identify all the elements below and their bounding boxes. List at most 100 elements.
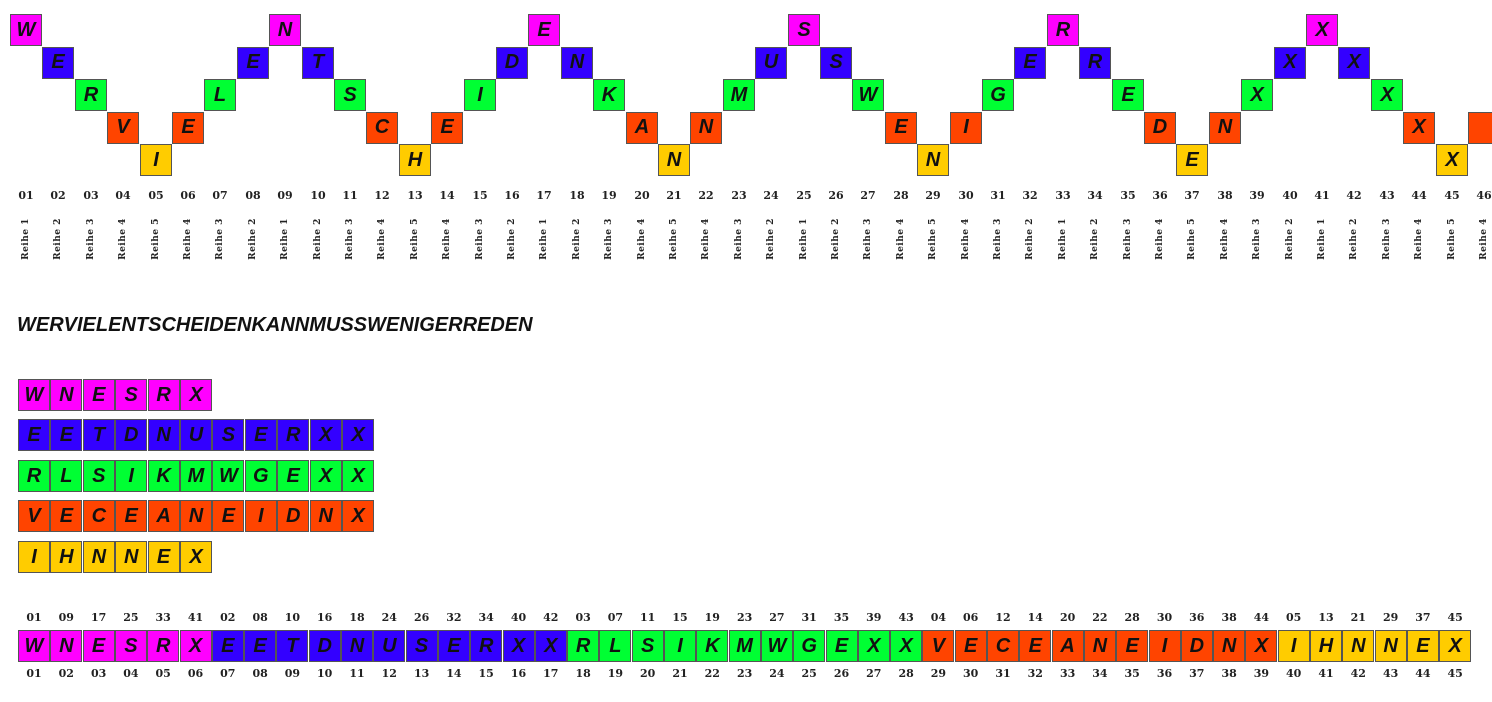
cipher-cell: X	[502, 630, 535, 662]
position-number: 13	[407, 189, 423, 202]
row-label-text: Reihe 5	[151, 218, 161, 260]
position-number: 04	[115, 189, 131, 202]
source-position-number: 36	[1189, 611, 1205, 624]
output-position-number: 08	[252, 667, 268, 680]
zigzag-cell: I	[950, 111, 982, 144]
row-label: Reihe 1	[798, 212, 810, 266]
cipher-cell: E	[244, 630, 277, 662]
zigzag-cell: N	[917, 144, 949, 176]
position-number: 36	[1152, 189, 1168, 202]
source-position-number: 40	[510, 611, 527, 624]
position-number: 03	[83, 189, 99, 202]
rail-cell: R	[147, 379, 180, 411]
output-position-number: 29	[930, 667, 947, 680]
row-label-text: Reihe 1	[280, 218, 290, 260]
row-label: Reihe 4	[1478, 212, 1490, 266]
row-label-text: Reihe 2	[572, 218, 582, 260]
source-position-number: 31	[801, 611, 817, 624]
output-position-number: 44	[1415, 667, 1431, 680]
source-position-number: 16	[317, 611, 333, 624]
source-position-number: 02	[220, 611, 236, 624]
position-number: 43	[1379, 189, 1395, 202]
row-label-text: Reihe 3	[604, 218, 614, 260]
rail-cell: E	[50, 500, 83, 532]
position-number: 11	[342, 189, 358, 202]
cipher-cell: N	[1083, 630, 1116, 662]
source-position-number: 13	[1318, 611, 1334, 624]
position-number: 06	[180, 189, 196, 202]
cipher-cell: K	[696, 630, 729, 662]
source-position-number: 25	[123, 611, 139, 624]
source-position-number: 19	[704, 611, 720, 624]
zigzag-cell: R	[1079, 46, 1111, 79]
rail-cell: E	[244, 419, 277, 451]
zigzag-cell: H	[399, 144, 431, 176]
row-label-text: Reihe 2	[1285, 218, 1295, 260]
rail-cell: M	[180, 460, 212, 492]
row-label: Reihe 3	[1251, 212, 1263, 266]
row-label-text: Reihe 2	[53, 218, 63, 260]
zigzag-cell: G	[982, 79, 1014, 111]
rail-cell: E	[147, 541, 180, 573]
source-position-number: 01	[26, 611, 42, 624]
position-number: 40	[1282, 189, 1298, 202]
source-position-number: 32	[446, 611, 462, 624]
output-position-number: 12	[381, 667, 397, 680]
cipher-cell: H	[1310, 630, 1342, 662]
output-position-number: 28	[898, 667, 914, 680]
rail-cell: C	[82, 500, 115, 532]
plaintext-headline: WERVIELENTSCHEIDENKANNMUSSWENIGERREDEN	[17, 314, 533, 336]
row-label-text: Reihe 4	[118, 218, 128, 260]
output-position-number: 02	[58, 667, 74, 680]
row-label: Reihe 4	[441, 212, 453, 266]
row-label-text: Reihe 3	[1382, 218, 1392, 260]
zigzag-cell: X	[1371, 79, 1403, 111]
cipher-cell: E	[1406, 630, 1439, 662]
cipher-cell: W	[760, 630, 793, 662]
cipher-cell: M	[728, 630, 761, 662]
rail-cell: E	[115, 500, 148, 532]
rail-cell: I	[18, 541, 50, 573]
row-label: Reihe 4	[1219, 212, 1231, 266]
output-position-number: 24	[769, 667, 785, 680]
rail-cell: W	[18, 379, 50, 411]
output-position-number: 15	[478, 667, 494, 680]
output-position-number: 13	[413, 667, 430, 680]
cipher-cell: R	[470, 630, 503, 662]
output-position-number: 04	[123, 667, 139, 680]
zigzag-cell: E	[237, 46, 269, 79]
source-position-number: 33	[155, 611, 171, 624]
source-position-number: 43	[898, 611, 914, 624]
zigzag-cell: M	[723, 79, 755, 111]
output-position-number: 30	[963, 667, 979, 680]
output-position-number: 21	[672, 667, 688, 680]
position-number: 25	[796, 189, 812, 202]
output-position-number: 35	[1124, 667, 1140, 680]
cipher-cell: E	[954, 630, 987, 662]
cipher-cell: D	[1180, 630, 1213, 662]
cipher-cell: S	[114, 630, 147, 662]
source-position-number: 10	[284, 611, 301, 624]
zigzag-cell: E	[1176, 144, 1208, 176]
cipher-cell: N	[341, 630, 373, 662]
cipher-cell: X	[1245, 630, 1278, 662]
row-label-text: Reihe 4	[1414, 218, 1424, 260]
row-label: Reihe 3	[603, 212, 615, 266]
position-number: 30	[958, 189, 974, 202]
row-label-text: Reihe 5	[1447, 218, 1457, 260]
position-number: 37	[1184, 189, 1200, 202]
row-label-text: Reihe 3	[86, 218, 96, 260]
source-position-number: 09	[58, 611, 74, 624]
row-label: Reihe 2	[1089, 212, 1101, 266]
zigzag-cell: V	[107, 111, 139, 144]
row-label: Reihe 1	[279, 212, 291, 266]
zigzag-cell: W	[852, 79, 884, 111]
rail-cell: X	[309, 460, 342, 492]
cipher-cell: U	[373, 630, 406, 662]
row-label-text: Reihe 4	[1479, 218, 1489, 260]
position-number: 32	[1022, 189, 1038, 202]
source-position-number: 04	[930, 611, 947, 624]
row-label: Reihe 2	[1024, 212, 1036, 266]
row-label-text: Reihe 2	[1090, 218, 1100, 260]
cipher-cell: R	[567, 630, 600, 662]
